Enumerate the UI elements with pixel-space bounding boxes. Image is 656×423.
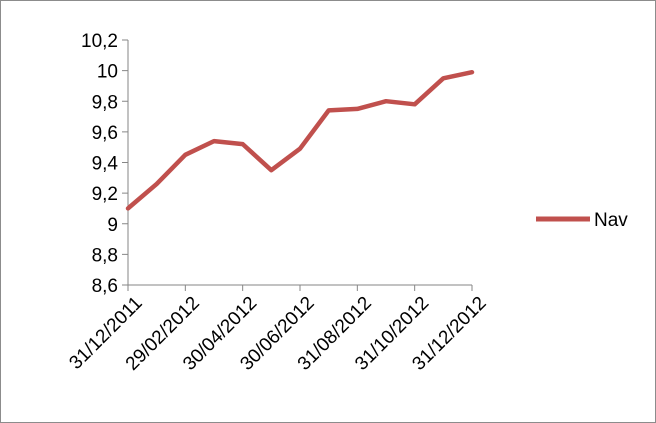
series-layer (125, 69, 475, 211)
y-tick-label: 9,8 (92, 92, 118, 113)
legend: Nav (536, 210, 628, 231)
x-axis: 31/12/201129/02/201230/04/201230/06/2012… (65, 284, 491, 375)
y-tick-label: 8,8 (92, 245, 118, 266)
series-line-nav (125, 69, 475, 211)
y-tick-label: 10,2 (81, 31, 118, 52)
y-tick-label: 10 (97, 62, 118, 83)
legend-label-nav: Nav (594, 210, 628, 231)
y-tick-label: 9 (107, 215, 118, 236)
y-tick-label: 9,6 (92, 123, 118, 144)
y-tick-label: 9,4 (92, 154, 119, 175)
y-axis: 8,6 8,8 9 9,2 9,4 9,6 9,8 10 10,2 (81, 31, 129, 297)
y-tick-label: 8,6 (92, 276, 118, 297)
y-tick-label: 9,2 (92, 184, 118, 205)
